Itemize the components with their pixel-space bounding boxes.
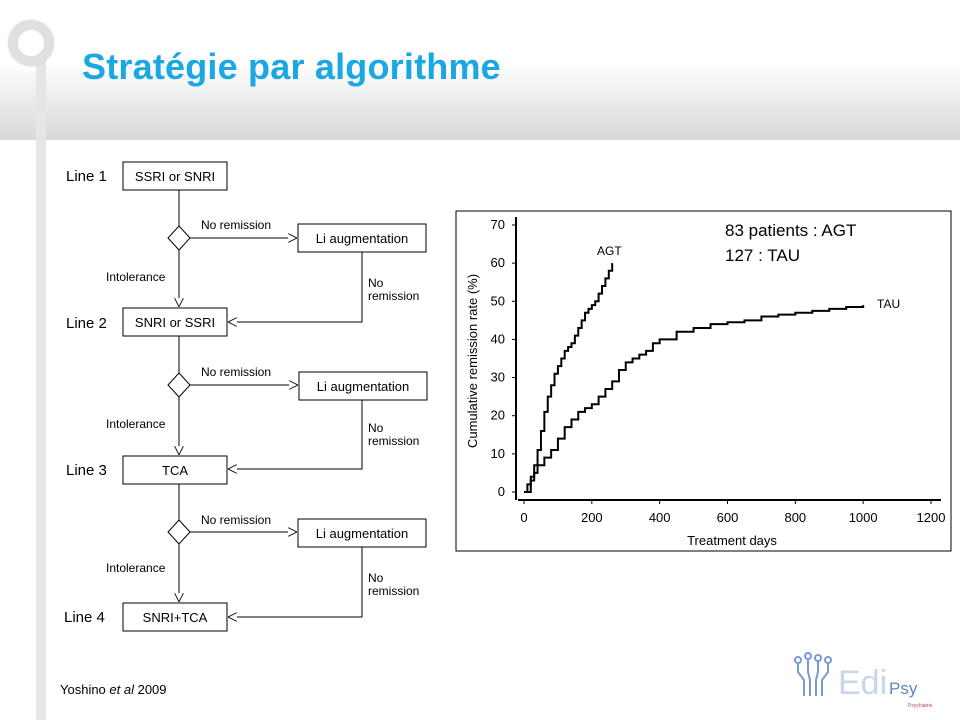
li-augmentation-text-1: Li augmentation — [316, 231, 409, 246]
line3-label: Line 3 — [66, 462, 107, 479]
y-axis-label: Cumulative remission rate (%) — [465, 274, 480, 448]
intolerance-label-1: Intolerance — [106, 270, 166, 284]
citation-author: Yoshino — [60, 682, 110, 697]
logo-tagline: Psychiatrie — [908, 703, 933, 709]
citation-etal: et al — [109, 682, 134, 697]
circuit-icon — [794, 652, 832, 696]
y-tick-label: 60 — [491, 255, 505, 270]
citation: Yoshino et al 2009 — [60, 682, 167, 697]
line3-box-text: TCA — [162, 463, 188, 478]
no-remission-label-2: No remission — [201, 365, 271, 379]
chart-annotation-1: 83 patients : AGT — [725, 221, 856, 240]
remission-label-3: remission — [368, 584, 419, 598]
x-tick-label: 200 — [581, 510, 603, 525]
chart-frame — [455, 210, 952, 552]
x-tick-label: 400 — [649, 510, 671, 525]
line4-box-text: SNRI+TCA — [143, 610, 208, 625]
connector — [229, 252, 363, 322]
line1-box-text: SSRI or SNRI — [135, 169, 215, 184]
line1-label: Line 1 — [66, 168, 107, 185]
y-tick-label: 0 — [498, 484, 505, 499]
slide-title: Stratégie par algorithme — [82, 46, 501, 87]
no-label-2: No — [368, 421, 384, 435]
y-tick-label: 70 — [491, 217, 505, 232]
y-tick-label: 10 — [491, 446, 505, 461]
no-label-1: No — [368, 276, 384, 290]
chart-annotation-2: 127 : TAU — [725, 246, 800, 265]
x-tick-label: 1000 — [849, 510, 878, 525]
y-tick-label: 20 — [491, 408, 505, 423]
connector — [229, 547, 363, 617]
intolerance-label-2: Intolerance — [106, 417, 166, 431]
no-label-3: No — [368, 571, 384, 585]
header-band — [0, 0, 960, 140]
x-tick-label: 0 — [520, 510, 527, 525]
x-tick-label: 1200 — [917, 510, 946, 525]
line4-label: Line 4 — [64, 609, 105, 626]
no-remission-label-3: No remission — [201, 513, 271, 527]
y-tick-label: 30 — [491, 370, 505, 385]
connector — [229, 400, 363, 469]
logo-main: Edi — [838, 664, 887, 702]
x-axis-label: Treatment days — [687, 533, 777, 548]
x-tick-label: 600 — [717, 510, 739, 525]
li-augmentation-text-2: Li augmentation — [317, 379, 410, 394]
series-line-tau — [524, 305, 865, 493]
series-label-tau: TAU — [877, 297, 900, 311]
no-remission-label-1: No remission — [201, 218, 271, 232]
li-augmentation-box-2 — [298, 371, 428, 401]
line1-box — [122, 161, 228, 191]
line2-box — [122, 307, 228, 337]
line2-label: Line 2 — [66, 315, 107, 332]
remission-label-1: remission — [368, 289, 419, 303]
series-label-agt: AGT — [597, 244, 622, 258]
remission-label-2: remission — [368, 434, 419, 448]
decorative-ring-icon — [8, 20, 54, 66]
edipsy-logo: Edi Psy Psychiatrie — [794, 652, 933, 709]
x-tick-label: 800 — [784, 510, 806, 525]
y-tick-label: 40 — [491, 331, 505, 346]
citation-year: 2009 — [133, 682, 167, 697]
series-line-agt — [524, 263, 614, 493]
y-tick-label: 50 — [491, 293, 505, 308]
line4-box — [122, 602, 228, 632]
li-augmentation-box-1 — [297, 223, 427, 253]
intolerance-label-3: Intolerance — [106, 561, 166, 575]
line3-box — [122, 455, 228, 485]
line2-box-text: SNRI or SSRI — [135, 315, 215, 330]
decorative-vertical-bar — [36, 40, 46, 720]
logo-sub: Psy — [889, 679, 918, 698]
li-augmentation-text-3: Li augmentation — [316, 526, 409, 541]
